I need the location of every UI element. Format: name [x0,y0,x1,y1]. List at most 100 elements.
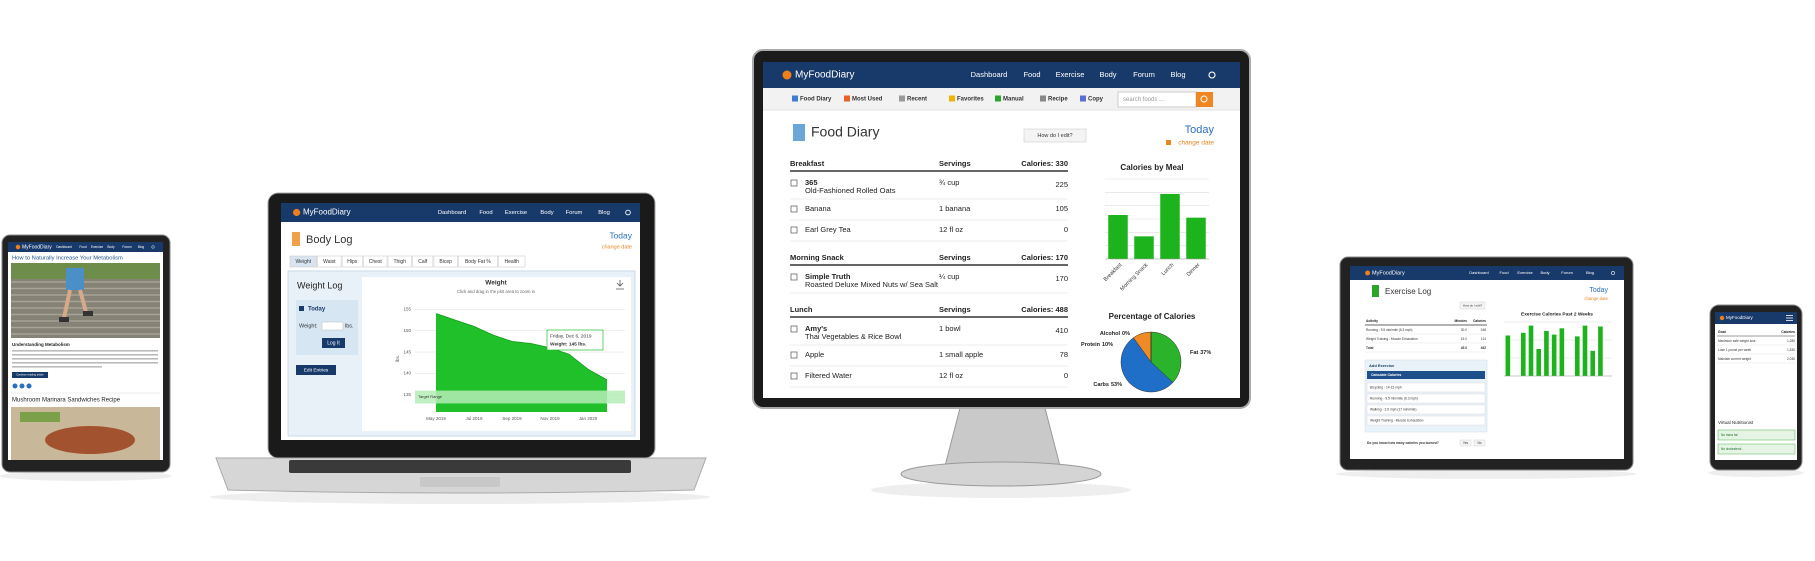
nav-item[interactable]: Food [79,245,86,249]
food-name[interactable]: Banana [805,204,832,213]
settings-icon [1611,271,1615,275]
toolbar-item[interactable]: Copy [1088,97,1104,103]
date-link[interactable]: Today [1589,287,1608,294]
activity[interactable]: Weight Training - Muscle Exhaustion [1370,418,1424,422]
nav-item[interactable]: Body [107,245,115,249]
tab-label[interactable]: Waist [323,259,336,265]
tab[interactable] [1367,371,1485,379]
nav-item[interactable]: Body [1540,270,1549,275]
help-button[interactable] [1023,128,1087,143]
nav-item[interactable]: Blog [138,245,145,249]
tab[interactable] [341,255,363,268]
nav-item[interactable]: Forum [122,245,132,249]
tab-label[interactable]: Thigh [393,259,406,265]
y-tick-label: 140 [403,371,411,376]
nav-item[interactable]: Dashboard [56,245,72,249]
tab[interactable] [317,255,342,268]
tab[interactable] [458,255,498,268]
row-icon [790,273,798,281]
food-name[interactable]: Thai Vegetables & Rice Bowl [805,332,902,341]
change-date[interactable]: change date [602,244,632,250]
tab-label[interactable]: Chest [369,259,383,265]
toolbar-item[interactable]: Food Diary [800,97,832,103]
tab[interactable] [412,255,434,268]
food-name[interactable]: Simple Truth [805,272,851,281]
toolbar-item[interactable]: Favorites [957,97,984,103]
weight-input[interactable] [321,321,344,331]
nav-item[interactable]: Dashboard [438,210,466,216]
download-icon[interactable] [616,280,624,290]
activity[interactable]: Bicycling - 14-15 mph [1370,385,1402,389]
activity-row[interactable] [1366,415,1486,426]
tab[interactable] [289,255,317,268]
answer[interactable]: Yes [1463,441,1469,445]
toolbar-item[interactable]: Recent [907,97,927,103]
nav-item[interactable]: Exercise [91,245,103,249]
nav-item[interactable]: Dashboard [971,70,1008,79]
date-link[interactable]: Today [1185,124,1215,136]
activity[interactable]: Running - 9.5 min/mile (6.3 mph) [1370,396,1418,400]
button-label[interactable]: How do I edit? [1463,303,1483,307]
nav-item[interactable]: Exercise [1056,70,1085,79]
tab[interactable] [363,255,388,268]
activity[interactable]: Walking - 3.5 mph (17 min/mile) [1370,407,1416,411]
nav-item[interactable]: Body [540,210,553,216]
change-date[interactable]: change date [1584,296,1608,301]
answer-button[interactable] [1473,439,1486,447]
nav-item[interactable]: Blog [598,210,610,216]
tab-label[interactable]: Weight [296,259,312,265]
change-date[interactable]: change date [1178,140,1214,147]
nav-item[interactable]: Food [1499,270,1508,275]
button-label[interactable]: Continue reading article [16,373,44,377]
serving: 12 fl oz [939,371,963,380]
nav-item[interactable]: Blog [1586,270,1594,275]
tab[interactable] [433,255,458,268]
activity-row[interactable] [1366,404,1486,415]
food-name[interactable]: Old-Fashioned Rolled Oats [805,186,896,195]
button[interactable] [296,365,336,375]
tab-label[interactable]: Body Fat % [465,259,491,265]
tab-label[interactable]: Health [504,259,519,265]
runner [66,268,84,290]
button-label[interactable]: Log It [327,340,340,346]
toolbar-item[interactable]: Most Used [852,97,883,103]
tab-label[interactable]: Bicep [439,259,452,265]
toolbar-item[interactable]: Manual [1003,97,1024,103]
nav-item[interactable]: Blog [1170,70,1185,79]
tab-label[interactable]: Calculate Calories [1371,373,1401,377]
activity-row[interactable] [1366,393,1486,404]
food-name[interactable]: Earl Grey Tea [805,225,852,234]
button-label[interactable]: Edit Entries [304,367,329,373]
tab[interactable] [498,255,526,268]
button[interactable] [12,372,48,378]
nav-item[interactable]: Dashboard [1469,270,1489,275]
column-header: Calories [1473,319,1486,323]
nav-item[interactable]: Forum [1561,270,1573,275]
tab-label[interactable]: Hips [347,259,358,265]
tab[interactable] [387,255,412,268]
nav-item[interactable]: Food [479,210,492,216]
meal-name: Breakfast [790,159,825,168]
nav-item[interactable]: Food [1023,70,1040,79]
nav-item[interactable]: Forum [566,210,583,216]
activity-row[interactable] [1366,382,1486,393]
toolbar-item[interactable]: Recipe [1048,97,1068,103]
help-button[interactable] [1459,301,1486,310]
button-label[interactable]: How do I edit? [1037,133,1072,139]
answer[interactable]: No [1477,441,1481,445]
food-name[interactable]: Amy's [805,324,827,333]
tab-label[interactable]: Calf [418,259,428,265]
column-header: Goal [1718,330,1726,334]
nav-item[interactable]: Exercise [1517,270,1533,275]
nav-item[interactable]: Body [1099,70,1116,79]
nav-item[interactable]: Exercise [505,210,527,216]
food-name[interactable]: Filtered Water [805,371,852,380]
date-link[interactable]: Today [609,230,632,240]
food-name[interactable]: Roasted Deluxe Mixed Nuts w/ Sea Salt [805,280,939,289]
food-name[interactable]: Apple [805,350,824,359]
food-name[interactable]: 365 [805,178,818,187]
button[interactable] [322,338,345,348]
search-button[interactable] [1196,92,1213,107]
nav-item[interactable]: Forum [1133,70,1155,79]
answer-button[interactable] [1459,439,1472,447]
